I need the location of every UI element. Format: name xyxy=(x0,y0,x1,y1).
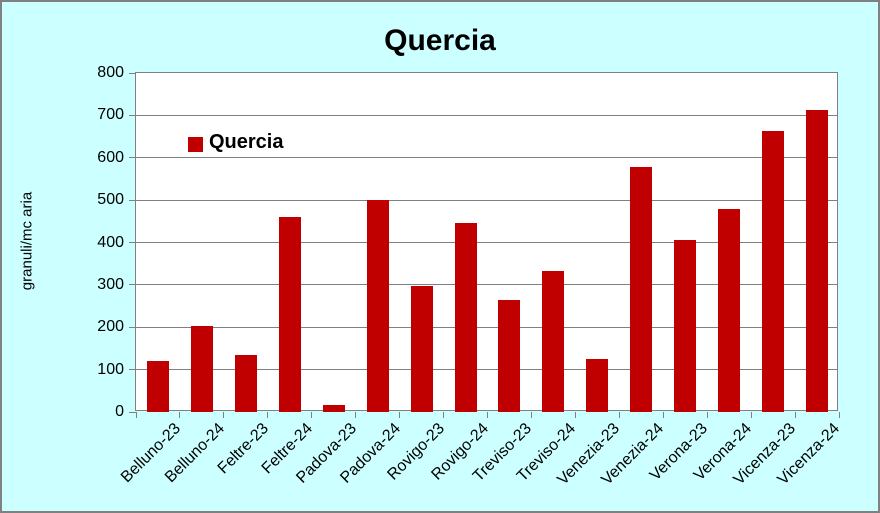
x-axis-tick xyxy=(750,412,752,418)
y-axis-tick xyxy=(129,199,136,201)
x-axis-tick xyxy=(706,412,708,418)
gridline xyxy=(136,326,837,328)
x-axis-tick xyxy=(355,412,357,418)
x-axis-tick xyxy=(618,412,620,418)
gridline xyxy=(136,199,837,201)
bar xyxy=(498,300,521,412)
legend-label: Quercia xyxy=(209,131,284,153)
y-axis-tick xyxy=(129,284,136,286)
bar xyxy=(542,271,565,412)
x-axis-tick xyxy=(223,412,225,418)
gridline xyxy=(136,284,837,286)
chart-title: Quercia xyxy=(384,24,496,57)
x-axis-tick xyxy=(267,412,269,418)
y-axis-tick xyxy=(129,411,136,413)
y-tick-label: 400 xyxy=(97,233,124,251)
plot-area: Quercia 0 100 200 300 400 500 600 700 800 Belluno… xyxy=(97,64,843,489)
y-tick-label: 500 xyxy=(97,191,124,209)
x-axis-tick xyxy=(179,412,181,418)
gridline xyxy=(136,242,837,243)
bar xyxy=(586,359,609,412)
bar xyxy=(190,325,213,412)
y-axis-tick xyxy=(129,157,136,159)
bar xyxy=(806,110,829,412)
bar xyxy=(146,360,169,412)
bar xyxy=(322,404,345,412)
x-axis-tick xyxy=(135,412,137,418)
x-axis-tick xyxy=(443,412,445,418)
x-axis-tick xyxy=(838,412,840,418)
y-tick-label: 300 xyxy=(97,275,124,293)
y-tick-label: 0 xyxy=(115,403,124,420)
bar xyxy=(762,131,785,412)
bar xyxy=(630,167,653,412)
x-axis-tick xyxy=(311,412,313,418)
bar xyxy=(366,200,389,412)
y-axis-tick xyxy=(129,242,136,243)
bar xyxy=(410,286,433,412)
gridline xyxy=(136,114,837,116)
y-axis-title: granuli/mc aria xyxy=(18,191,36,291)
y-tick-label: 100 xyxy=(97,360,124,378)
x-axis-tick xyxy=(399,412,401,418)
x-axis-tick xyxy=(574,412,576,418)
y-tick-label: 200 xyxy=(97,318,124,336)
gridline xyxy=(136,157,837,159)
bar xyxy=(278,217,301,412)
y-axis-tick xyxy=(129,326,136,328)
y-axis-tick xyxy=(129,72,136,74)
legend: Quercia xyxy=(188,131,283,154)
x-axis-tick xyxy=(662,412,664,418)
bar xyxy=(674,239,697,412)
bar xyxy=(718,209,741,412)
x-axis-tick xyxy=(487,412,488,418)
bar xyxy=(454,223,477,412)
y-axis-tick xyxy=(129,369,136,371)
y-tick-label: 700 xyxy=(97,106,124,124)
gridline xyxy=(136,369,837,371)
bar xyxy=(234,355,257,412)
x-axis-tick xyxy=(530,412,532,418)
legend-swatch xyxy=(188,136,203,152)
y-tick-label: 800 xyxy=(97,64,124,81)
y-axis-tick xyxy=(129,114,136,116)
y-tick-label: 600 xyxy=(97,148,124,166)
x-axis-tick xyxy=(794,412,796,418)
